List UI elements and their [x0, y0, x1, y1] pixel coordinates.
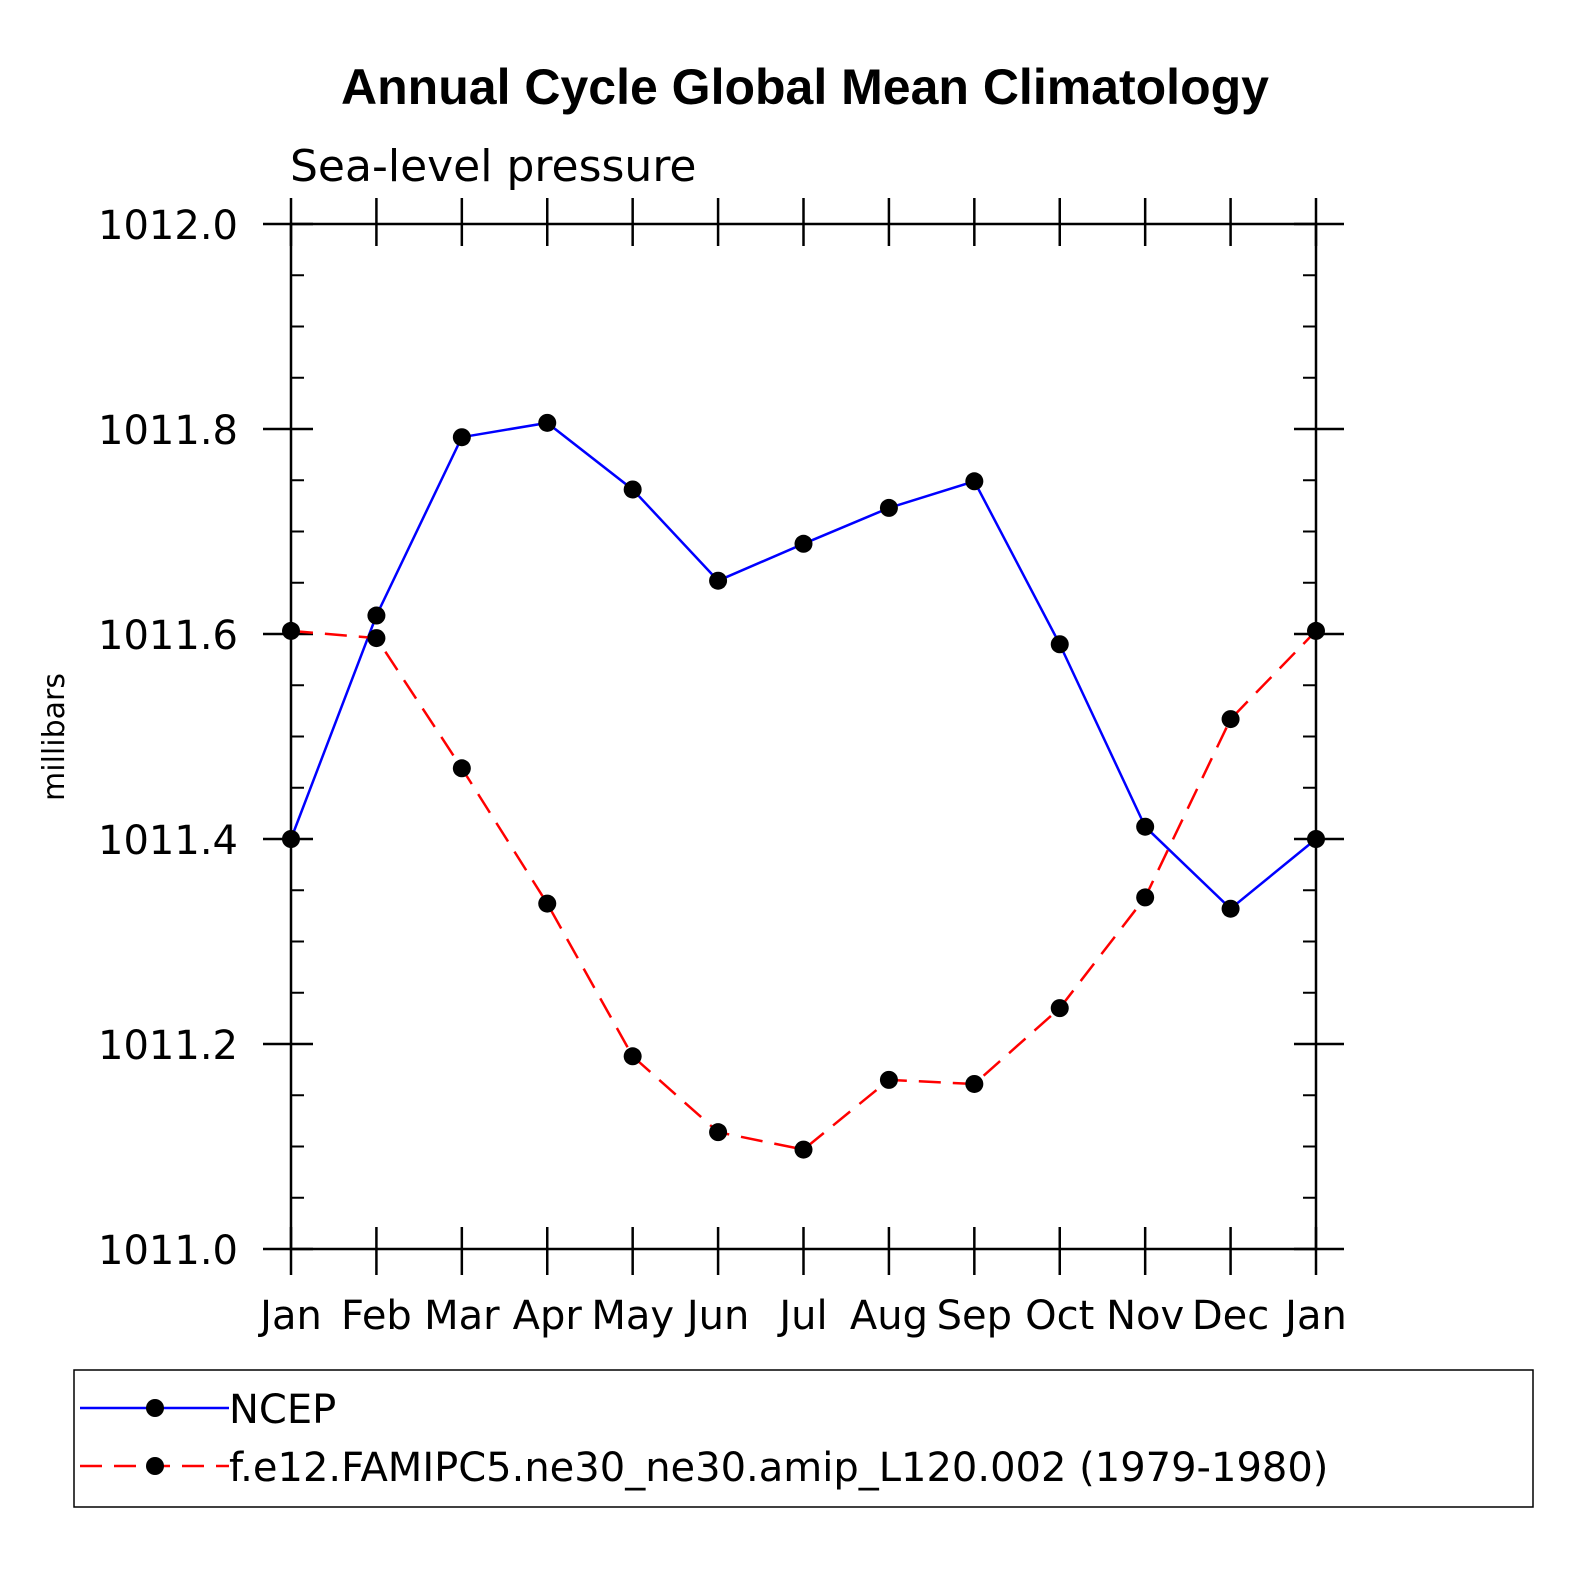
series-2-point	[1050, 999, 1069, 1018]
series-line-1	[289, 421, 1317, 911]
series-2-point	[452, 759, 471, 778]
legend-items: NCEP f.e12.FAMIPC5.ne30_ne30.amip_L120.00…	[80, 1387, 1328, 1491]
series-2-point	[1221, 710, 1240, 729]
chart-title: Annual Cycle Global Mean Climatology	[341, 59, 1269, 115]
x-tick-label: Jun	[684, 1293, 750, 1339]
series-1-point	[1136, 817, 1155, 836]
y-tick-label: 1011.0	[98, 1228, 238, 1274]
series-line-2	[290, 629, 1317, 1151]
series-2-point	[538, 894, 557, 913]
legend-marker-1	[146, 1399, 164, 1417]
x-tick-label: Mar	[424, 1293, 500, 1339]
y-tick-label: 1011.2	[98, 1023, 238, 1069]
y-axis-label: millibars	[37, 673, 72, 801]
x-tick-label: Apr	[513, 1293, 583, 1339]
y-tick-label: 1011.6	[98, 613, 238, 659]
series-2-point	[879, 1070, 898, 1089]
y-tick-label: 1012.0	[98, 203, 238, 249]
series-1-point	[1050, 635, 1069, 654]
x-tick-label: Dec	[1192, 1293, 1269, 1339]
series-layer	[282, 413, 1325, 1159]
series-1-point	[538, 413, 557, 432]
series-1-point	[282, 830, 300, 848]
series-1-point	[794, 534, 813, 553]
series-1-point	[1307, 830, 1325, 848]
series-2-point	[282, 621, 300, 640]
series-2-point	[623, 1047, 642, 1066]
x-tick-label: Jan	[1282, 1293, 1347, 1339]
x-tick-label: Aug	[850, 1293, 928, 1339]
x-tick-label: Nov	[1106, 1293, 1184, 1339]
legend-marker-2	[146, 1457, 164, 1475]
series-2-point	[965, 1074, 984, 1093]
plot-frame	[289, 222, 1318, 1251]
x-tick-label: Sep	[937, 1293, 1012, 1339]
x-tick-label: May	[591, 1293, 674, 1339]
y-tick-label: 1011.8	[98, 408, 238, 454]
x-tick-label: Jul	[776, 1293, 827, 1339]
x-tick-label: Feb	[341, 1293, 412, 1339]
series-2-point	[367, 629, 386, 648]
series-2-point	[794, 1140, 813, 1159]
series-2-point	[709, 1123, 728, 1142]
series-1-point	[879, 498, 898, 517]
legend: NCEP f.e12.FAMIPC5.ne30_ne30.amip_L120.00…	[73, 1369, 1534, 1508]
series-1-point	[452, 428, 471, 447]
series-1-point	[1221, 899, 1240, 918]
x-tick-label: Jan	[257, 1293, 322, 1339]
series-2-point	[1307, 621, 1325, 640]
series-1-point	[965, 472, 984, 491]
ticks-layer: Jan Feb Mar Apr May Jun Jul Aug Sep Oct Nov Dec Jan 1…	[98, 198, 1347, 1339]
y-tick-label: 1011.4	[98, 818, 238, 864]
series-1-point	[623, 480, 642, 499]
legend-box	[73, 1369, 1534, 1508]
legend-label-2: f.e12.FAMIPC5.ne30_ne30.amip_L120.002 (1…	[229, 1445, 1328, 1491]
legend-label-1: NCEP	[229, 1387, 336, 1433]
chart-subtitle: Sea-level pressure	[290, 141, 697, 192]
series-2-point	[1136, 888, 1155, 907]
x-tick-label: Oct	[1025, 1293, 1094, 1339]
series-1-point	[709, 571, 728, 590]
series-1-point	[367, 606, 386, 625]
